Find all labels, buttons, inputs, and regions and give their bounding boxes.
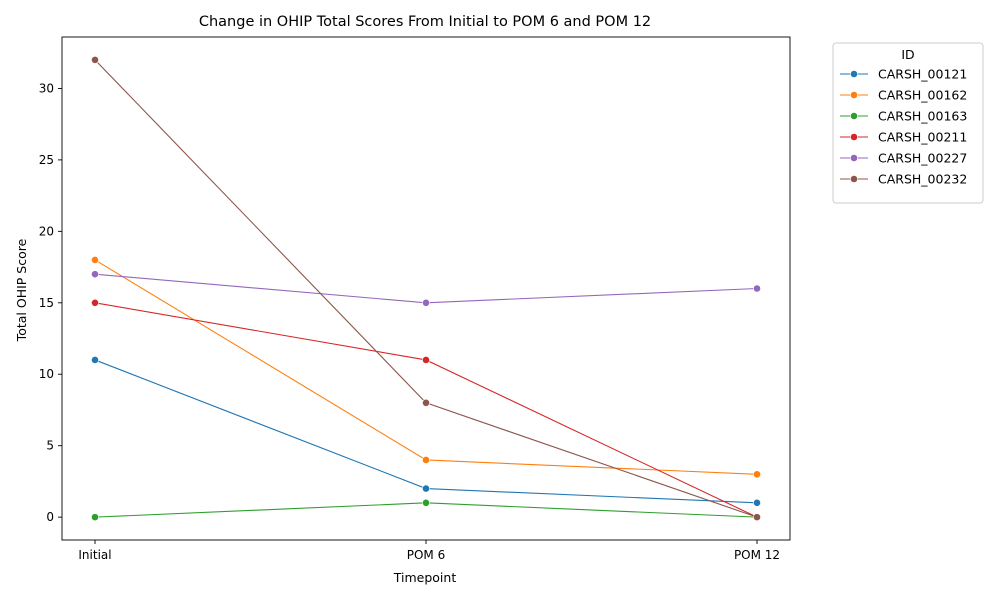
data-point-CARSH_00163-0 [91, 513, 99, 522]
data-point-CARSH_00162-2 [753, 470, 761, 479]
data-point-CARSH_00211-1 [422, 356, 430, 364]
data-point-CARSH_00227-0 [91, 270, 99, 279]
legend-swatch-marker [850, 91, 858, 99]
legend-entry-label: CARSH_00162 [878, 88, 967, 103]
y-tick-label: 5 [46, 439, 54, 453]
legend-entry-label: CARSH_00163 [878, 109, 967, 124]
legend-swatch-marker [850, 133, 858, 141]
legend-box [832, 42, 984, 204]
data-point-CARSH_00232-1 [422, 398, 430, 407]
series-line-CARSH_00232 [94, 59, 758, 518]
axes-frame [61, 36, 791, 541]
y-tick-label: 0 [46, 510, 54, 524]
series-line-CARSH_00162 [94, 259, 758, 475]
data-point-CARSH_00163-1 [422, 498, 430, 507]
chart-title: Change in OHIP Total Scores From Initial… [199, 14, 651, 30]
legend-title: ID [901, 47, 914, 62]
legend-entry-label: CARSH_00121 [878, 67, 967, 82]
legend-swatch-marker [850, 175, 858, 183]
y-tick-label: 20 [39, 224, 54, 238]
legend-swatch-marker [850, 70, 858, 78]
y-tick-label: 25 [39, 153, 54, 167]
y-axis-label: Total OHIP Score [14, 238, 29, 342]
data-point-CARSH_00121-1 [422, 484, 430, 493]
x-axis-label: Timepoint [393, 570, 457, 585]
legend-swatch-marker [850, 112, 858, 120]
data-point-CARSH_00162-0 [91, 256, 99, 264]
legend-entry-label: CARSH_00227 [878, 151, 967, 166]
data-point-CARSH_00227-2 [753, 284, 761, 293]
legend-entry-label: CARSH_00232 [878, 172, 967, 187]
data-point-CARSH_00211-0 [91, 298, 99, 307]
y-tick-label: 15 [39, 296, 54, 310]
data-point-CARSH_00121-0 [91, 356, 99, 364]
plot-area: Initial POM 6 POM 12 0 5 10 15 20 25 30 [39, 36, 791, 562]
data-point-CARSH_00232-0 [91, 55, 99, 64]
x-tick-label: POM 12 [734, 548, 780, 562]
data-point-CARSH_00121-2 [753, 498, 761, 507]
legend-swatch-marker [850, 154, 858, 162]
y-tick-label: 10 [39, 367, 54, 381]
x-tick-label: POM 6 [407, 548, 445, 562]
legend-entry-label: CARSH_00211 [878, 130, 967, 145]
series-line-CARSH_00227 [94, 273, 758, 304]
legend: ID CARSH_00121 CARSH_00162 CARSH_00163 CARSH… [832, 42, 984, 204]
data-point-CARSH_00232-2 [753, 513, 761, 522]
x-tick-label: Initial [78, 548, 111, 562]
series-line-CARSH_00121 [94, 359, 758, 504]
y-tick-label: 30 [39, 81, 54, 95]
data-point-CARSH_00162-1 [422, 456, 430, 464]
data-point-CARSH_00227-1 [422, 298, 430, 307]
